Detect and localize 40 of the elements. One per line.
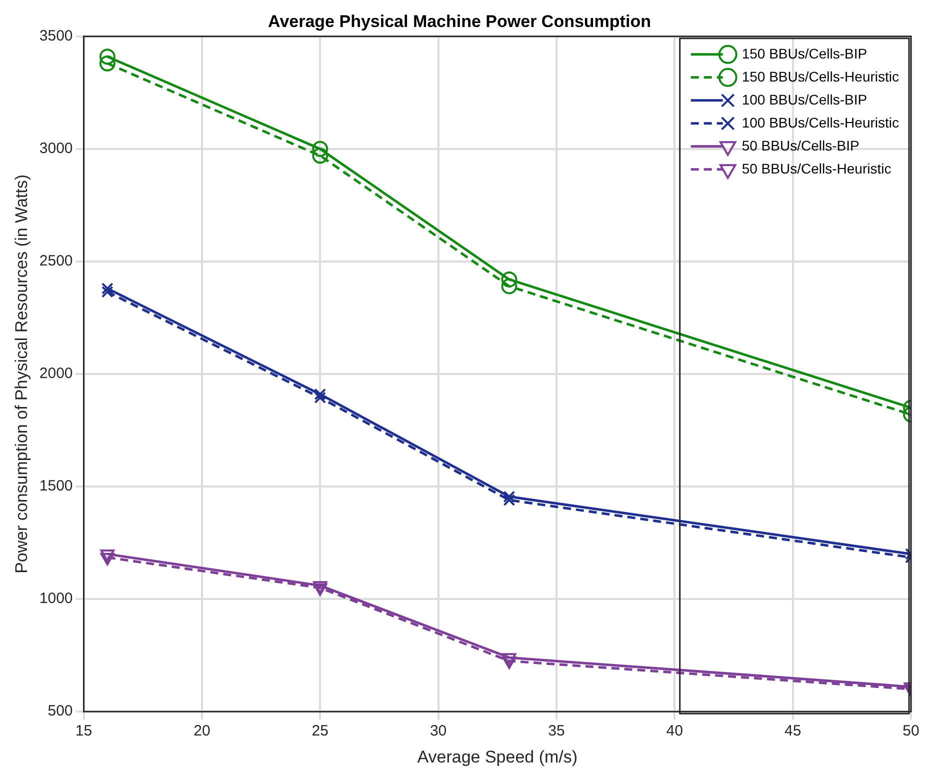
legend-label: 100 BBUs/Cells-Heuristic	[742, 114, 900, 130]
x-tick-label: 35	[548, 722, 565, 740]
y-tick-label: 3500	[39, 28, 73, 45]
point	[101, 282, 114, 294]
y-tick-label: 1000	[39, 590, 73, 608]
y-tick-label: 1500	[39, 478, 73, 495]
point	[312, 140, 328, 157]
x-tick-label: 20	[194, 722, 210, 740]
chart-title: Average Physical Machine Power Consumption	[268, 12, 651, 31]
x-tick-label: 15	[75, 722, 92, 740]
point	[502, 653, 516, 666]
y-tick-label: 2500	[39, 252, 73, 270]
x-axis-title: Average Speed (m/s)	[417, 747, 578, 766]
point	[503, 490, 516, 503]
point	[312, 148, 328, 164]
point	[99, 48, 116, 65]
x-tick-label: 25	[312, 722, 328, 740]
point	[100, 550, 114, 562]
point	[99, 55, 116, 72]
point	[101, 286, 114, 298]
legend-label: 50 BBUs/Cells-BIP	[742, 137, 860, 154]
x-tick-label: 45	[784, 722, 802, 740]
x-tick-label: 50	[902, 722, 920, 740]
x-tick-label: 30	[430, 722, 447, 740]
y-tick-label: 3000	[39, 140, 73, 158]
y-axis-title: Power consumption of Physical Resources (in Watts)	[12, 174, 31, 574]
point	[314, 392, 326, 404]
point	[314, 388, 326, 400]
x-tick-label: 40	[666, 722, 683, 740]
legend-label: 50 BBUs/Cells-Heuristic	[742, 160, 892, 176]
legend-label: 150 BBUs/Cells-BIP	[742, 45, 868, 62]
point	[502, 656, 516, 669]
y-tick-label: 2000	[39, 365, 73, 382]
y-tick-label: 500	[48, 702, 73, 720]
legend-label: 150 BBUs/Cells-Heuristic	[742, 68, 900, 84]
point	[100, 552, 114, 566]
point	[503, 494, 516, 506]
point	[501, 278, 518, 294]
legend-label: 100 BBUs/Cells-BIP	[742, 91, 868, 108]
point	[501, 271, 518, 288]
